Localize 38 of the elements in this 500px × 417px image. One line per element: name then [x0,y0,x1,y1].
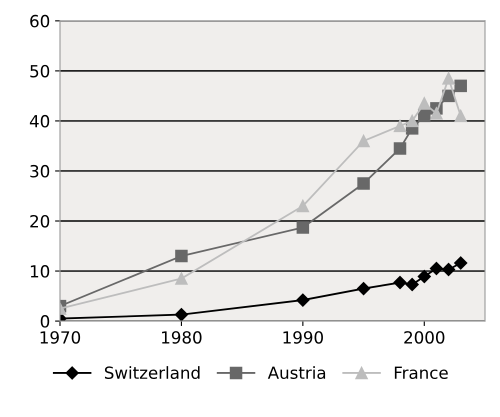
legend-label: Austria [268,366,326,380]
point [356,282,370,296]
point [430,107,443,120]
point [406,278,419,292]
y-tick-label: 60 [30,14,50,28]
x-tick-label: 1980 [162,331,202,344]
point [442,72,455,85]
point [430,262,444,276]
point [454,80,467,92]
point [296,293,310,307]
point [418,270,431,284]
y-tick-label: 30 [30,164,50,178]
point [442,262,456,276]
x-tick-label: 1970 [40,331,80,344]
legend-label: France [394,366,448,380]
point [174,308,188,322]
point [454,110,467,122]
point [406,114,418,128]
point [394,142,406,155]
point [418,110,431,122]
legend-label: Switzerland [104,366,200,380]
y-tick-label: 40 [30,114,50,128]
y-tick-label: 50 [30,64,50,78]
point [296,200,310,212]
point [357,134,370,148]
point [296,221,310,234]
point [418,97,431,110]
y-tick-label: 20 [30,214,50,228]
x-tick-label: 2000 [404,331,444,344]
point [454,256,468,270]
y-tick-label: 0 [40,315,50,328]
point [394,120,406,132]
point [175,250,188,262]
point [175,272,188,285]
x-tick-label: 1990 [283,331,323,344]
point [393,276,407,290]
point [357,177,370,190]
y-tick-label: 10 [30,265,50,278]
